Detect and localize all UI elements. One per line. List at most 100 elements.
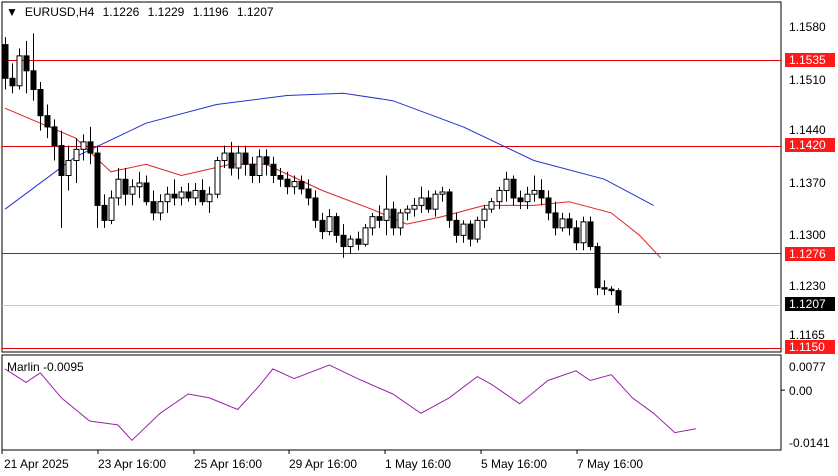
fast-moving-average-line bbox=[4, 107, 661, 259]
bullish-candle bbox=[524, 193, 531, 203]
price-axis-tick: 1.1580 bbox=[789, 20, 826, 34]
bearish-candle bbox=[242, 152, 249, 165]
bearish-candle bbox=[467, 223, 474, 240]
bullish-candle bbox=[432, 193, 439, 210]
bullish-candle bbox=[397, 212, 404, 229]
bullish-candle bbox=[256, 156, 263, 177]
bullish-candle bbox=[291, 180, 298, 188]
bearish-candle bbox=[185, 191, 192, 199]
main-pane-frame bbox=[1, 1, 782, 353]
bullish-candle bbox=[214, 160, 221, 195]
bearish-candle bbox=[101, 204, 108, 221]
bullish-candle bbox=[206, 193, 213, 203]
price-axis-tick: 1.1440 bbox=[789, 123, 826, 137]
bearish-candle bbox=[446, 191, 453, 221]
bearish-candle bbox=[284, 178, 291, 188]
time-axis-tick: 7 May 16:00 bbox=[577, 457, 644, 471]
bearish-candle bbox=[545, 197, 552, 214]
bullish-candle bbox=[235, 152, 242, 169]
price-axis-tick: 1.1510 bbox=[789, 73, 826, 87]
bearish-candle bbox=[298, 180, 305, 190]
time-axis-tick: 25 Apr 16:00 bbox=[194, 457, 263, 471]
current-price-label: 1.1207 bbox=[785, 297, 835, 311]
dropdown-triangle-icon[interactable]: ▼ bbox=[6, 5, 18, 19]
bearish-candle bbox=[453, 219, 460, 236]
symbol-timeframe: EURUSD,H4 bbox=[24, 5, 95, 19]
marlin-oscillator-line bbox=[4, 364, 696, 442]
bullish-candle bbox=[157, 201, 164, 214]
bearish-candle bbox=[594, 246, 601, 289]
bearish-candle bbox=[263, 156, 270, 165]
bearish-candle bbox=[199, 189, 206, 203]
bullish-candle bbox=[221, 152, 228, 162]
bearish-candle bbox=[228, 152, 235, 169]
price-axis-tick: 1.1165 bbox=[789, 328, 825, 342]
price-axis-tick: 1.1300 bbox=[789, 228, 826, 242]
bearish-candle bbox=[150, 201, 157, 214]
bearish-candle bbox=[517, 197, 524, 203]
close-price: 1.1207 bbox=[236, 5, 274, 19]
bearish-candle bbox=[171, 193, 178, 199]
bullish-candle bbox=[481, 208, 488, 221]
indicator-axis-tick: 0.00 bbox=[789, 384, 813, 398]
high-price: 1.1229 bbox=[147, 5, 185, 19]
bearish-candle bbox=[425, 197, 432, 210]
bearish-candle bbox=[277, 175, 284, 180]
time-axis-tick: 23 Apr 16:00 bbox=[98, 457, 167, 471]
bullish-candle bbox=[362, 227, 369, 245]
price-axis-tick: 1.1230 bbox=[789, 279, 826, 293]
bearish-candle bbox=[94, 152, 101, 206]
level-label-1276: 1.1276 bbox=[785, 247, 835, 261]
bullish-candle bbox=[474, 219, 481, 240]
bullish-candle bbox=[418, 197, 425, 206]
bearish-candle bbox=[249, 163, 256, 177]
open-price: 1.1226 bbox=[102, 5, 140, 19]
bullish-candle bbox=[369, 216, 376, 229]
bullish-candle bbox=[580, 221, 587, 244]
time-axis-tick: 29 Apr 16:00 bbox=[289, 457, 358, 471]
bearish-candle bbox=[122, 178, 129, 195]
bearish-candle bbox=[44, 115, 51, 128]
slow-moving-average-line bbox=[4, 92, 654, 210]
bearish-candle bbox=[552, 212, 559, 229]
bullish-candle bbox=[559, 218, 566, 229]
bullish-candle bbox=[503, 178, 510, 191]
bearish-candle bbox=[615, 290, 622, 306]
bullish-candle bbox=[164, 193, 171, 203]
time-axis-tick: 1 May 16:00 bbox=[385, 457, 452, 471]
bearish-candle bbox=[87, 141, 94, 154]
bearish-candle bbox=[566, 218, 573, 229]
bullish-candle bbox=[383, 208, 390, 221]
bullish-candle bbox=[178, 191, 185, 199]
price-axis-tick: 1.1370 bbox=[789, 176, 826, 190]
bearish-candle bbox=[9, 77, 16, 87]
bullish-candle bbox=[129, 186, 136, 195]
bearish-candle bbox=[143, 182, 150, 203]
bearish-candle bbox=[376, 216, 383, 221]
bearish-candle bbox=[319, 219, 326, 233]
bearish-candle bbox=[270, 163, 277, 177]
bullish-candle bbox=[411, 204, 418, 210]
bullish-candle bbox=[73, 148, 80, 162]
bearish-candle bbox=[355, 238, 362, 245]
bearish-candle bbox=[51, 126, 58, 147]
bullish-candle bbox=[460, 223, 467, 236]
bearish-candle bbox=[510, 178, 517, 199]
bearish-candle bbox=[587, 221, 594, 248]
level-label-1150: 1.1150 bbox=[785, 340, 835, 354]
bullish-candle bbox=[496, 189, 503, 203]
level-label-1535: 1.1535 bbox=[785, 53, 835, 67]
bearish-candle bbox=[23, 55, 30, 72]
bearish-candle bbox=[608, 288, 615, 292]
bullish-candle bbox=[16, 55, 23, 87]
bullish-candle bbox=[80, 141, 87, 150]
low-price: 1.1196 bbox=[192, 5, 229, 19]
bearish-candle bbox=[312, 197, 319, 221]
bearish-candle bbox=[538, 189, 545, 199]
indicator-pane-frame bbox=[1, 354, 782, 451]
level-label-1420: 1.1420 bbox=[785, 138, 835, 152]
bearish-candle bbox=[30, 70, 37, 91]
bearish-candle bbox=[390, 208, 397, 229]
